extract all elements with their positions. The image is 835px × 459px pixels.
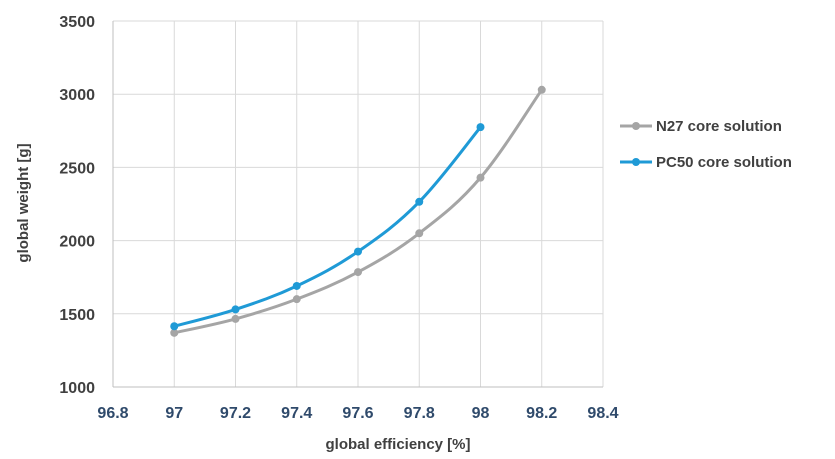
x-tick-label: 97 xyxy=(165,405,183,422)
data-point xyxy=(537,85,546,94)
x-tick-label: 96.8 xyxy=(97,405,128,422)
data-point xyxy=(354,268,362,277)
x-axis-ticks: 96.8 97 97.2 97.4 97.6 97.8 98 98.2 98.4 xyxy=(97,405,618,422)
legend-marker xyxy=(632,158,640,166)
x-tick-label: 97.6 xyxy=(342,405,373,422)
data-point xyxy=(231,305,240,314)
y-tick-label: 3500 xyxy=(59,14,95,31)
series-2 xyxy=(170,123,485,331)
data-point xyxy=(415,229,424,238)
data-point xyxy=(476,173,485,182)
data-point xyxy=(476,123,485,132)
legend-label: PC50 core solution xyxy=(656,154,792,171)
y-axis-ticks: 1000 1500 2000 2500 3000 3500 xyxy=(59,14,95,397)
x-tick-label: 97.8 xyxy=(404,405,435,422)
x-tick-label: 98 xyxy=(472,405,490,422)
x-axis-title: global efficiency [%] xyxy=(325,436,470,453)
y-tick-label: 1000 xyxy=(59,380,95,397)
data-point xyxy=(170,328,179,337)
y-tick-label: 3000 xyxy=(59,87,95,104)
y-axis-title: global weight [g] xyxy=(15,143,32,262)
data-point xyxy=(292,295,301,304)
x-tick-label: 98.4 xyxy=(587,405,618,422)
y-tick-label: 2500 xyxy=(59,160,95,177)
x-tick-label: 97.2 xyxy=(220,405,251,422)
legend-item: N27 core solution xyxy=(620,118,782,135)
data-point xyxy=(415,197,424,206)
data-point xyxy=(292,281,301,290)
legend: N27 core solution PC50 core solution xyxy=(620,118,792,171)
series-lines xyxy=(170,85,546,337)
y-tick-label: 1500 xyxy=(59,307,95,324)
x-tick-label: 98.2 xyxy=(526,405,557,422)
data-point xyxy=(170,322,179,331)
data-point xyxy=(231,314,240,323)
series-1 xyxy=(170,85,546,337)
y-tick-label: 2000 xyxy=(59,234,95,251)
legend-marker xyxy=(632,122,640,130)
series-line xyxy=(173,126,482,328)
legend-label: N27 core solution xyxy=(656,118,782,135)
legend-item: PC50 core solution xyxy=(620,154,792,171)
x-tick-label: 97.4 xyxy=(281,405,312,422)
data-point xyxy=(354,247,362,256)
axes xyxy=(112,21,603,388)
grid-lines xyxy=(113,20,604,387)
